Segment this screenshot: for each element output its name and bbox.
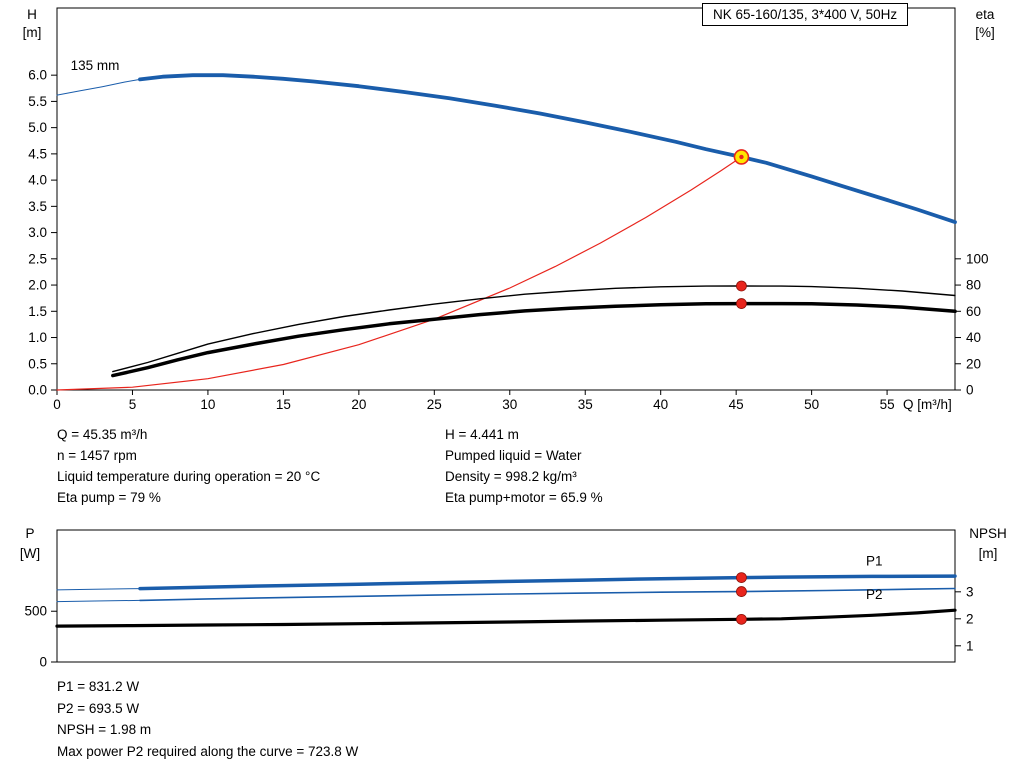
hq-chart-yl-tick-label: 4.5 (28, 146, 47, 161)
operating-data-left: Q = 45.35 m³/h n = 1457 rpm Liquid tempera… (57, 424, 320, 508)
pump-model-label: NK 65-160/135, 3*400 V, 50Hz (713, 7, 898, 22)
hq-chart-x-tick-label: 40 (653, 397, 668, 412)
p1-duty-dot (736, 572, 747, 584)
hq-chart-yl-tick-label: 2.0 (28, 278, 47, 293)
hq-chart-x-axis-title: Q [m³/h] (903, 397, 952, 412)
pq-chart-yr-tick-label: 1 (966, 638, 974, 653)
text-line: n = 1457 rpm (57, 448, 137, 463)
eta-pump-motor-curve (111, 301, 957, 378)
operating-data-right: H = 4.441 m Pumped liquid = Water Density … (445, 424, 603, 508)
text-line: Q = 45.35 m³/h (57, 427, 148, 442)
text-line: P2 = 693.5 W (57, 700, 140, 716)
p1-curve (138, 574, 957, 591)
hq-chart-x-tick-label: 0 (53, 397, 61, 412)
hq-chart-x-tick-label: 20 (351, 397, 366, 412)
hq-chart-yr-tick-label: 60 (966, 304, 981, 319)
pq-chart-y-left-axis-title: P (25, 526, 34, 541)
p1-curve-label: P1 (866, 554, 883, 569)
hq-chart-yr-tick-label: 100 (966, 251, 989, 266)
text-line: Max power P2 required along the curve = … (57, 743, 359, 759)
text-line: H = 4.441 m (445, 427, 519, 442)
p2-duty-dot (736, 586, 747, 597)
p2-curve-leadin (56, 599, 141, 603)
hq-chart-x-tick-label: 55 (880, 397, 895, 412)
hq-chart-yl-tick-label: 1.5 (28, 304, 47, 319)
text-line: Density = 998.2 kg/m³ (445, 469, 577, 484)
text-line: NPSH = 1.98 m (57, 722, 152, 737)
hq-chart-x-tick-label: 25 (427, 397, 442, 412)
eta-pump-duty-dot (736, 280, 747, 292)
hq-chart-yl-tick-label: 4.0 (28, 173, 47, 188)
hq-chart-x-tick-label: 5 (129, 397, 137, 412)
hq-chart-x-tick-label: 45 (729, 397, 744, 412)
pq-chart-yr-tick-label: 3 (966, 584, 974, 599)
hq-chart-y-right-axis-title: [%] (975, 25, 995, 40)
hq-chart-yl-tick-label: 5.0 (28, 120, 47, 135)
head-curve-leadin (56, 78, 141, 96)
hq-chart-yr-tick-label: 40 (966, 330, 981, 345)
hq-chart-yr-tick-label: 20 (966, 356, 981, 371)
text-line: Liquid temperature during operation = 20… (57, 469, 321, 484)
hq-chart-yr-tick-label: 80 (966, 278, 981, 293)
p2-curve (139, 587, 956, 602)
hq-chart-x-tick-label: 15 (276, 397, 291, 412)
hq-chart-yl-tick-label: 6.0 (28, 68, 47, 83)
hq-chart-y-left-axis-title: H (27, 7, 37, 22)
hq-chart-x-tick-label: 30 (502, 397, 517, 412)
eta-pump-motor-duty-dot (736, 298, 747, 309)
p1-curve-leadin (56, 588, 141, 591)
p2-curve-label: P2 (866, 587, 883, 602)
pq-chart-y-right-axis-title: NPSH (969, 526, 1007, 541)
hq-chart-yl-tick-label: 3.5 (28, 199, 47, 214)
pq-chart-yl-tick-label: 0 (39, 655, 47, 670)
hq-chart-yl-tick-label: 0.5 (28, 356, 47, 371)
hq-chart-x-tick-label: 10 (200, 397, 215, 412)
hq-chart-yl-tick-label: 2.5 (28, 251, 47, 266)
hq-chart-y-left-axis-title: [m] (23, 25, 42, 40)
hq-chart-yl-tick-label: 0.0 (28, 383, 47, 398)
eta-pump-curve (112, 285, 956, 373)
npsh-duty-dot (736, 613, 747, 625)
pq-chart-y-right-axis-title: [m] (979, 546, 998, 561)
hq-chart-yl-tick-label: 3.0 (28, 225, 47, 240)
pq-chart-frame (56, 529, 956, 663)
npsh-curve (55, 608, 957, 628)
text-line: Pumped liquid = Water (445, 448, 582, 463)
system-curve (56, 156, 743, 391)
pump-model-box: NK 65-160/135, 3*400 V, 50Hz (702, 3, 909, 26)
hq-chart-yr-tick-label: 0 (966, 383, 974, 398)
hq-chart-x-tick-label: 50 (804, 397, 819, 412)
head-curve (138, 73, 957, 225)
hq-chart-frame (56, 7, 956, 391)
text-line: Eta pump+motor = 65.9 % (445, 490, 603, 505)
duty-point-center (739, 154, 744, 160)
text-line: Eta pump = 79 % (57, 490, 161, 505)
hq-chart-yl-tick-label: 1.0 (28, 330, 47, 345)
pq-chart-yl-tick-label: 500 (24, 604, 47, 619)
hq-chart-x-tick-label: 35 (578, 397, 593, 412)
text-line: P1 = 831.2 W (57, 679, 140, 694)
hq-chart-y-right-axis-title: eta (976, 7, 995, 22)
pq-chart-yr-tick-label: 2 (966, 611, 974, 626)
hq-chart-yl-tick-label: 5.5 (28, 94, 47, 109)
results-block: P1 = 831.2 W P2 = 693.5 W NPSH = 1.98 m Max… (57, 676, 358, 762)
impeller-size-label: 135 mm (71, 58, 120, 73)
pq-chart-y-left-axis-title: [W] (20, 546, 40, 561)
